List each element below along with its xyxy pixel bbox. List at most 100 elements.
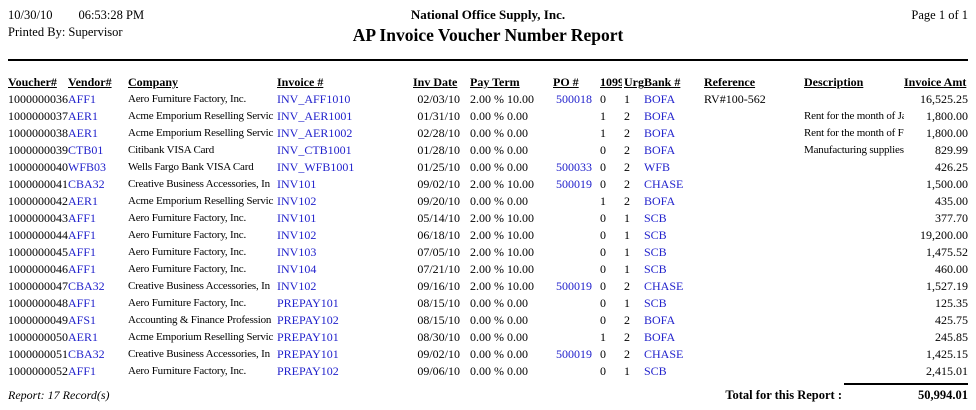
cell-po-link[interactable] <box>553 193 597 210</box>
cell-bank-link[interactable]: SCB <box>644 262 667 276</box>
cell-invoice-link[interactable]: INV102 <box>277 228 317 242</box>
cell-invoice-link[interactable]: INV102 <box>277 279 317 293</box>
cell-company: Acme Emporium Reselling Servic <box>128 195 274 207</box>
cell-invoice-link[interactable]: INV104 <box>277 262 317 276</box>
cell-description <box>804 312 904 329</box>
cell-vendor-link[interactable]: AFF1 <box>68 211 97 225</box>
cell-reference <box>704 176 804 193</box>
cell-invoice-link[interactable]: INV103 <box>277 245 317 259</box>
cell-voucher: 1000000043 <box>8 211 68 225</box>
cell-invoice-link[interactable]: INV_AFF1010 <box>277 92 351 106</box>
cell-urg: 2 <box>624 194 630 208</box>
cell-vendor-link[interactable]: AER1 <box>68 330 98 344</box>
cell-po-link[interactable] <box>553 312 597 329</box>
cell-1099: 0 <box>600 92 606 106</box>
cell-vendor-link[interactable]: AFF1 <box>68 262 97 276</box>
cell-reference <box>704 329 804 346</box>
cell-bank-link[interactable]: CHASE <box>644 279 684 293</box>
cell-vendor-link[interactable]: AFS1 <box>68 313 97 327</box>
cell-po-link[interactable] <box>553 295 597 312</box>
cell-vendor-link[interactable]: WFB03 <box>68 160 107 174</box>
cell-invoice-link[interactable]: INV_WFB1001 <box>277 160 355 174</box>
cell-bank-link[interactable]: CHASE <box>644 177 684 191</box>
cell-po-link[interactable] <box>553 363 597 380</box>
cell-bank-link[interactable]: SCB <box>644 296 667 310</box>
cell-1099: 0 <box>600 211 606 225</box>
cell-po-link[interactable]: 500019 <box>556 177 592 191</box>
cell-reference <box>704 142 804 159</box>
cell-bank-link[interactable]: WFB <box>644 160 671 174</box>
cell-bank-link[interactable]: SCB <box>644 245 667 259</box>
cell-vendor-link[interactable]: CBA32 <box>68 177 105 191</box>
cell-bank-link[interactable]: SCB <box>644 228 667 242</box>
cell-voucher: 1000000042 <box>8 194 68 208</box>
cell-description <box>804 295 904 312</box>
cell-bank-link[interactable]: BOFA <box>644 92 676 106</box>
cell-vendor-link[interactable]: AFF1 <box>68 364 97 378</box>
cell-bank-link[interactable]: BOFA <box>644 109 676 123</box>
cell-invoice-link[interactable]: INV101 <box>277 177 317 191</box>
cell-vendor-link[interactable]: CBA32 <box>68 279 105 293</box>
cell-description <box>804 244 904 261</box>
cell-bank-link[interactable]: SCB <box>644 211 667 225</box>
cell-invoice-link[interactable]: PREPAY101 <box>277 296 339 310</box>
cell-po-link[interactable]: 500019 <box>556 347 592 361</box>
cell-invoice-amt: 1,800.00 <box>926 109 968 123</box>
cell-voucher: 1000000051 <box>8 347 68 361</box>
cell-po-link[interactable] <box>553 108 597 125</box>
col-header-bank: Bank # <box>644 75 681 89</box>
cell-invoice-link[interactable]: PREPAY101 <box>277 330 339 344</box>
cell-vendor-link[interactable]: AER1 <box>68 194 98 208</box>
cell-1099: 0 <box>600 160 606 174</box>
cell-po-link[interactable] <box>553 329 597 346</box>
col-header-invoice: Invoice # <box>277 75 324 89</box>
cell-vendor-link[interactable]: AFF1 <box>68 245 97 259</box>
cell-company: Aero Furniture Factory, Inc. <box>128 212 247 224</box>
title-block: National Office Supply, Inc. AP Invoice … <box>238 7 738 47</box>
cell-description: Rent for the month of F <box>804 127 904 139</box>
cell-invoice-link[interactable]: PREPAY101 <box>277 347 339 361</box>
cell-bank-link[interactable]: BOFA <box>644 126 676 140</box>
cell-vendor-link[interactable]: AER1 <box>68 126 98 140</box>
cell-po-link[interactable] <box>553 125 597 142</box>
cell-po-link[interactable] <box>553 142 597 159</box>
cell-po-link[interactable] <box>553 261 597 278</box>
cell-vendor-link[interactable]: CTB01 <box>68 143 104 157</box>
cell-vendor-link[interactable]: AFF1 <box>68 228 97 242</box>
cell-invoice-amt: 460.00 <box>935 262 968 276</box>
cell-bank-link[interactable]: SCB <box>644 364 667 378</box>
cell-po-link[interactable]: 500033 <box>556 160 592 174</box>
cell-po-link[interactable] <box>553 244 597 261</box>
cell-invoice-link[interactable]: INV_CTB1001 <box>277 143 352 157</box>
cell-vendor-link[interactable]: CBA32 <box>68 347 105 361</box>
cell-vendor-link[interactable]: AFF1 <box>68 92 97 106</box>
cell-company: Accounting & Finance Profession <box>128 314 272 326</box>
cell-description: Manufacturing supplies <box>804 144 904 156</box>
cell-invoice-amt: 19,200.00 <box>920 228 968 242</box>
cell-reference <box>704 244 804 261</box>
cell-bank-link[interactable]: BOFA <box>644 330 676 344</box>
cell-invoice-link[interactable]: INV_AER1001 <box>277 109 353 123</box>
cell-bank-link[interactable]: BOFA <box>644 194 676 208</box>
total-label: Total for this Report : <box>725 388 842 402</box>
cell-reference <box>704 193 804 210</box>
cell-invoice-link[interactable]: INV_AER1002 <box>277 126 353 140</box>
cell-bank-link[interactable]: BOFA <box>644 143 676 157</box>
cell-pay-term: 2.00 % 10.00 <box>470 262 534 276</box>
cell-invoice-link[interactable]: PREPAY102 <box>277 313 339 327</box>
cell-1099: 0 <box>600 245 606 259</box>
cell-po-link[interactable] <box>553 210 597 227</box>
cell-pay-term: 0.00 % 0.00 <box>470 194 528 208</box>
cell-vendor-link[interactable]: AFF1 <box>68 296 97 310</box>
cell-po-link[interactable] <box>553 227 597 244</box>
cell-1099: 0 <box>600 313 606 327</box>
cell-bank-link[interactable]: BOFA <box>644 313 676 327</box>
cell-invoice-link[interactable]: INV102 <box>277 194 317 208</box>
cell-po-link[interactable]: 500019 <box>556 279 592 293</box>
cell-bank-link[interactable]: CHASE <box>644 347 684 361</box>
cell-invoice-amt: 1,500.00 <box>926 177 968 191</box>
cell-vendor-link[interactable]: AER1 <box>68 109 98 123</box>
cell-invoice-link[interactable]: PREPAY102 <box>277 364 339 378</box>
cell-po-link[interactable]: 500018 <box>556 92 592 106</box>
cell-invoice-link[interactable]: INV101 <box>277 211 317 225</box>
